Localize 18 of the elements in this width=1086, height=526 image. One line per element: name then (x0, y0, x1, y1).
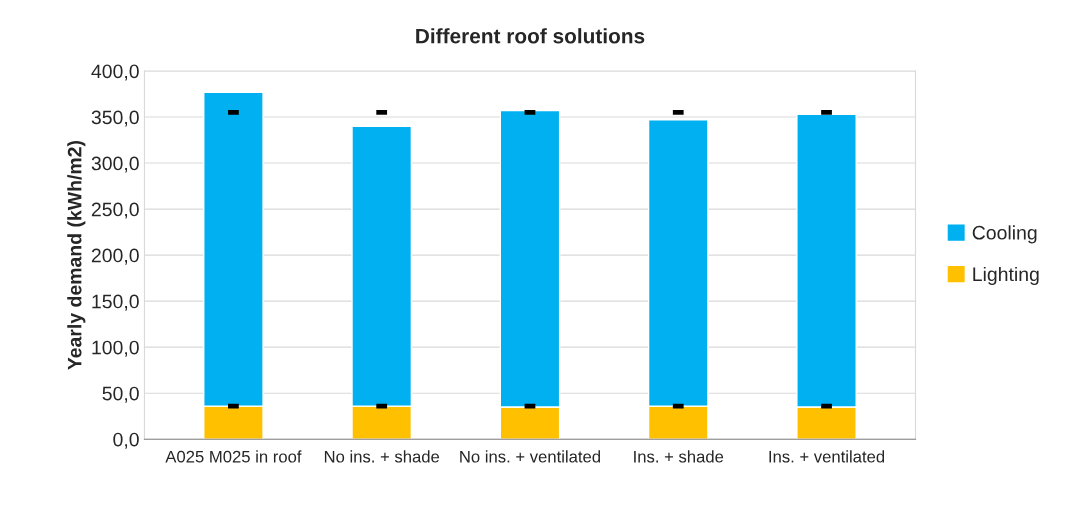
x-tick-label: Ins. + ventilated (769, 450, 885, 463)
y-tick-label: 200,0 (91, 248, 139, 265)
x-tick-label: Ins. + shade (634, 450, 724, 463)
y-tick-label: 350,0 (91, 110, 139, 127)
legend-label: Cooling (972, 225, 1037, 244)
legend-label: Lighting (973, 266, 1039, 286)
x-tick-label: No ins. + shade (324, 450, 440, 463)
chart-title: Different roof solutions (416, 28, 645, 44)
x-tick-label: No ins. + ventilated (460, 450, 600, 463)
y-tick-label: 150,0 (92, 294, 139, 311)
y-axis-title: Yearly demand (kWh/m2) (67, 140, 86, 370)
y-tick-label: 300,0 (91, 156, 139, 173)
y-tick-label: 50,0 (102, 386, 139, 403)
y-tick-label: 0,0 (113, 432, 139, 449)
y-tick-label: 250,0 (91, 202, 139, 219)
y-tick-label: 100,0 (92, 340, 139, 357)
y-tick-label: 400,0 (91, 64, 139, 81)
x-tick-label: A025 M025 in roof (165, 450, 302, 463)
